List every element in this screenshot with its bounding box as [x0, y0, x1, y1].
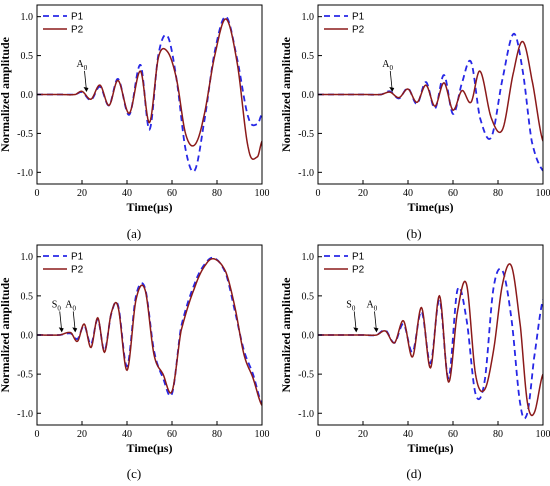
x-tick-label: 80: [212, 188, 222, 199]
x-tick-label: 100: [255, 429, 270, 440]
annotation-label: A0: [65, 299, 76, 312]
chart-panel-3: 0 20 40 60 80 100 -1.0 -0.5 0.0 0.5 1.0 Time(μs) Nor…: [0, 244, 270, 481]
panel-label: (c): [127, 466, 141, 481]
x-tick-label: 40: [122, 188, 132, 199]
y-tick-label: -1.0: [298, 409, 314, 420]
x-tick-label: 80: [493, 429, 503, 440]
x-tick-label: 80: [212, 429, 222, 440]
annotation-label: S0: [346, 299, 356, 312]
series-line-p2: [37, 18, 262, 160]
panel-label: (d): [406, 466, 421, 481]
x-tick-label: 0: [35, 429, 40, 440]
series-line-p2: [318, 263, 543, 417]
panel-label: (b): [406, 226, 421, 241]
series-line-p1: [318, 267, 543, 420]
series-line-p2: [37, 257, 262, 406]
x-tick-label: 0: [35, 188, 40, 199]
legend-label-p2: P2: [71, 265, 84, 276]
y-tick-label: -1.0: [298, 168, 314, 179]
chart-panel-1: 0 20 40 60 80 100 -1.0 -0.5 0.0 0.5 1.0 Time(μs) Nor…: [0, 4, 270, 241]
legend-label-p1: P1: [71, 252, 84, 263]
y-tick-label: 0.0: [302, 90, 315, 101]
chart-panel-4: 0 20 40 60 80 100 -1.0 -0.5 0.0 0.5 1.0 Time(μs) Nor…: [279, 244, 550, 481]
x-axis-label: Time(μs): [408, 200, 454, 214]
y-tick-label: -1.0: [17, 409, 33, 420]
annotation-arrowhead: [353, 327, 359, 333]
x-tick-label: 60: [448, 429, 458, 440]
legend-label-p1: P1: [352, 12, 365, 23]
y-tick-label: 0.5: [302, 291, 315, 302]
x-tick-label: 20: [358, 188, 368, 199]
chart-panel-2: 0 20 40 60 80 100 -1.0 -0.5 0.0 0.5 1.0 Time(μs) Nor…: [279, 4, 550, 241]
series-line-p1: [37, 15, 262, 173]
y-tick-label: -0.5: [298, 370, 314, 381]
x-tick-label: 60: [167, 429, 177, 440]
y-tick-label: -1.0: [17, 168, 33, 179]
x-tick-label: 40: [403, 429, 413, 440]
x-tick-label: 0: [316, 188, 321, 199]
y-tick-label: 1.0: [21, 252, 34, 263]
x-axis-label: Time(μs): [408, 441, 454, 455]
panel-label: (a): [127, 226, 141, 241]
x-tick-label: 100: [536, 188, 550, 199]
x-tick-label: 60: [448, 188, 458, 199]
legend-label-p1: P1: [352, 252, 365, 263]
legend-label-p2: P2: [352, 25, 365, 36]
annotation-label: S0: [52, 299, 62, 312]
x-tick-label: 20: [358, 429, 368, 440]
annotation-arrowhead: [83, 86, 89, 92]
legend-label-p2: P2: [352, 265, 365, 276]
series-line-p1: [318, 32, 543, 172]
x-tick-label: 80: [493, 188, 503, 199]
y-tick-label: 0.0: [302, 331, 315, 342]
annotation-arrowhead: [373, 327, 379, 333]
series-line-p2: [318, 40, 543, 142]
legend-label-p1: P1: [71, 12, 84, 23]
y-axis-label: Normalized amplitude: [0, 36, 12, 152]
x-tick-label: 60: [167, 188, 177, 199]
x-tick-label: 40: [403, 188, 413, 199]
y-tick-label: -0.5: [17, 129, 33, 140]
legend-label-p2: P2: [71, 25, 84, 36]
x-axis-label: Time(μs): [127, 441, 173, 455]
x-tick-label: 20: [77, 188, 87, 199]
y-tick-label: 0.0: [21, 331, 34, 342]
y-tick-label: -0.5: [298, 129, 314, 140]
y-tick-label: 1.0: [302, 12, 315, 23]
x-tick-label: 100: [536, 429, 550, 440]
x-tick-label: 40: [122, 429, 132, 440]
y-tick-label: 0.5: [21, 51, 34, 62]
y-tick-label: 0.5: [302, 51, 315, 62]
x-tick-label: 0: [316, 429, 321, 440]
annotation-arrowhead: [389, 86, 395, 92]
y-tick-label: 0.0: [21, 90, 34, 101]
y-tick-label: 1.0: [302, 252, 315, 263]
x-tick-label: 20: [77, 429, 87, 440]
y-axis-label: Normalized amplitude: [279, 36, 293, 152]
annotation-arrowhead: [58, 327, 64, 333]
annotation-arrowhead: [72, 327, 78, 333]
y-axis-label: Normalized amplitude: [279, 277, 293, 393]
annotation-label: A0: [367, 299, 378, 312]
x-tick-label: 100: [255, 188, 270, 199]
annotation-label: A0: [77, 59, 88, 72]
y-tick-label: 0.5: [21, 291, 34, 302]
y-axis-label: Normalized amplitude: [0, 277, 12, 393]
y-tick-label: -0.5: [17, 370, 33, 381]
x-axis-label: Time(μs): [127, 200, 173, 214]
annotation-label: A0: [382, 59, 393, 72]
y-tick-label: 1.0: [21, 12, 34, 23]
